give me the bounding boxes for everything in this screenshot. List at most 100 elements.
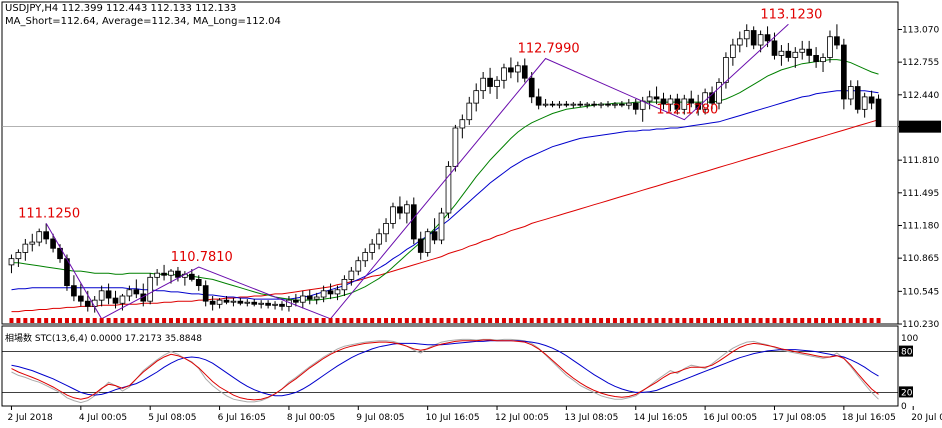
zigzag-price-label: 113.1230: [760, 7, 822, 22]
zigzag-price-label: 111.1250: [18, 206, 80, 221]
candlesticks[interactable]: [8, 24, 882, 313]
time-tick-label: 12 Jul 00:05: [495, 413, 549, 423]
candle-body: [22, 243, 29, 253]
candle-body: [244, 301, 251, 304]
candle-body: [847, 86, 854, 100]
signal-marker: [633, 318, 638, 323]
candle-body: [723, 57, 729, 83]
signal-marker: [293, 318, 298, 323]
signal-marker: [162, 318, 167, 323]
candle-body: [799, 48, 806, 53]
candle-body: [71, 285, 77, 297]
moving-averages: [11, 59, 879, 313]
signal-marker: [689, 318, 694, 323]
candle-body: [667, 98, 674, 105]
candle-body: [584, 103, 591, 106]
signal-marker: [155, 318, 160, 323]
candle-body: [743, 30, 750, 40]
signal-marker: [495, 318, 500, 323]
signal-marker: [99, 318, 104, 323]
candle-body: [251, 301, 258, 305]
signal-marker: [522, 318, 527, 323]
candle-body: [563, 103, 570, 106]
candle-body: [50, 238, 56, 249]
candle-body: [868, 96, 875, 104]
candle-body: [348, 270, 355, 280]
signal-marker: [259, 318, 264, 323]
signal-marker: [647, 318, 652, 323]
candle-body: [487, 77, 493, 87]
signal-marker: [30, 318, 35, 323]
candle-body: [320, 290, 327, 298]
candle-body: [306, 295, 313, 300]
stc-signal-line: [11, 339, 879, 401]
candle-body: [43, 231, 49, 240]
signal-marker: [224, 318, 229, 323]
signal-marker: [196, 318, 201, 323]
signal-marker: [474, 318, 479, 323]
time-tick-label: 18 Jul 16:05: [842, 413, 896, 423]
signal-marker: [536, 318, 541, 323]
price-tick-label: 110.545: [902, 287, 939, 297]
signal-marker: [744, 318, 749, 323]
candle-body: [570, 103, 577, 106]
signal-marker: [363, 318, 368, 323]
signal-marker: [217, 318, 222, 323]
candle-body: [175, 270, 181, 278]
candle-body: [265, 302, 271, 306]
time-axis[interactable]: 2 Jul 2018 4 Jul 00:05 5 Jul 08:05 6 Jul 16…: [7, 406, 942, 423]
bottom-markers: [9, 318, 881, 323]
signal-marker: [342, 318, 347, 323]
candle-body: [334, 289, 341, 295]
time-tick-label: 20 Jul 00:05: [911, 413, 942, 423]
signal-marker: [696, 318, 701, 323]
candle-body: [591, 103, 597, 106]
signal-marker: [716, 318, 721, 323]
candle-body: [556, 103, 563, 106]
signal-marker: [606, 318, 611, 323]
candle-body: [84, 300, 91, 307]
candle-body: [750, 30, 757, 46]
zigzag-overlay: 111.1250 110.7810 112.7990 112.1780 113.1230: [18, 7, 822, 320]
price-tick-label: 110.230: [902, 320, 939, 330]
stc-subwindow: 100 80 20 0: [2, 334, 918, 412]
candle-body: [875, 98, 882, 128]
candle-body: [147, 276, 154, 302]
signal-marker: [238, 318, 243, 323]
candle-body: [861, 96, 868, 110]
candle-body: [764, 34, 771, 42]
time-tick-label: 6 Jul 16:05: [218, 413, 266, 423]
signal-marker: [723, 318, 728, 323]
candle-body: [716, 81, 722, 104]
price-tick-label: 111.810: [902, 156, 939, 166]
signal-marker: [599, 318, 604, 323]
signal-marker: [619, 318, 624, 323]
stc-level-box: [899, 386, 913, 398]
candle-body: [369, 243, 375, 253]
price-axis[interactable]: 113.070 112.755 112.440 112.133 111.810 111.4…: [898, 25, 941, 330]
candle-body: [438, 212, 445, 241]
time-tick-label: 16 Jul 00:05: [703, 413, 757, 423]
candle-body: [841, 44, 847, 100]
candle-body: [778, 50, 785, 56]
signal-marker: [397, 318, 402, 323]
time-tick-label: 4 Jul 00:05: [79, 413, 127, 423]
signal-marker: [203, 318, 208, 323]
signal-marker: [307, 318, 312, 323]
signal-marker: [807, 318, 812, 323]
signal-marker: [349, 318, 354, 323]
signal-marker: [37, 318, 42, 323]
signal-marker: [231, 318, 236, 323]
signal-marker: [169, 318, 174, 323]
time-tick-label: 2 Jul 2018: [7, 413, 52, 423]
signal-marker: [78, 318, 83, 323]
signal-marker: [578, 318, 583, 323]
price-tick-label: 111.180: [902, 221, 939, 231]
signal-marker: [467, 318, 472, 323]
signal-marker: [300, 318, 305, 323]
signal-marker: [453, 318, 458, 323]
signal-marker: [425, 318, 430, 323]
signal-marker: [862, 318, 867, 323]
price-tick-label: 112.755: [902, 58, 939, 68]
